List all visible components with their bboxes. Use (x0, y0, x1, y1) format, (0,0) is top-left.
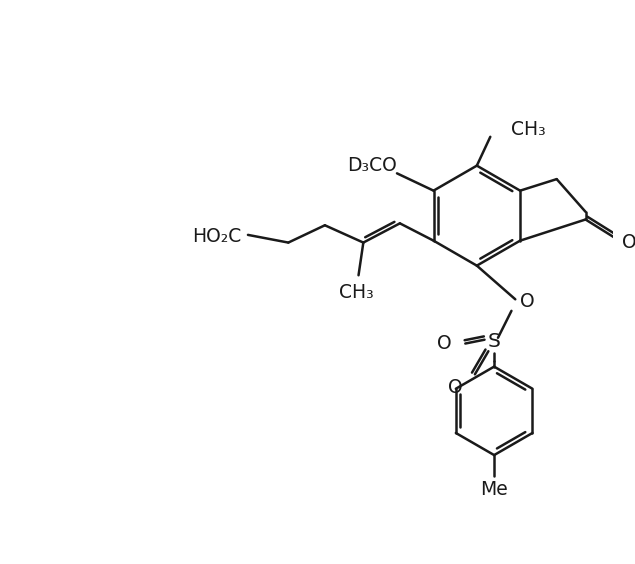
Text: O: O (622, 233, 635, 252)
Text: O: O (437, 334, 451, 353)
Text: HO₂C: HO₂C (192, 227, 242, 246)
Text: O: O (519, 292, 534, 311)
Text: Me: Me (480, 480, 508, 499)
Text: CH₃: CH₃ (339, 283, 374, 302)
Text: D₃CO: D₃CO (347, 156, 397, 175)
Text: CH₃: CH₃ (511, 120, 546, 139)
Text: S: S (488, 332, 500, 351)
Text: O: O (448, 378, 463, 397)
